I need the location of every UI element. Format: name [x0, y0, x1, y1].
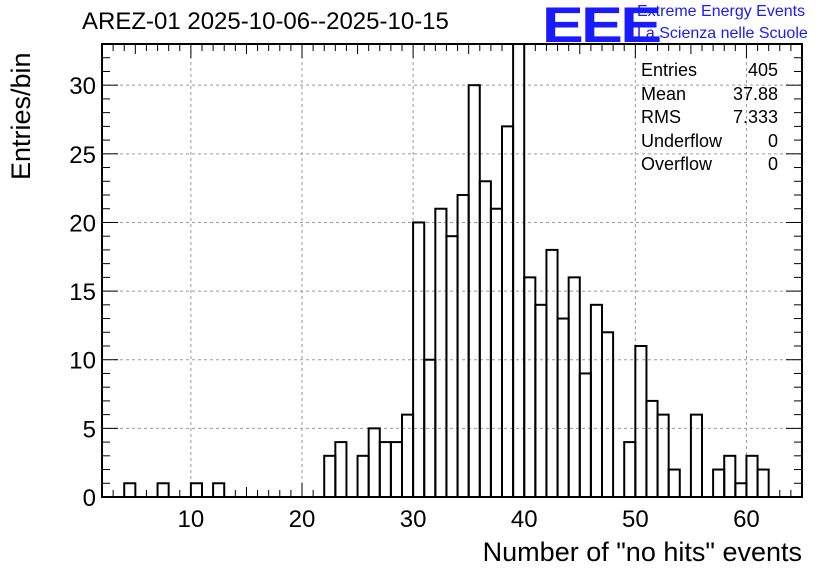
stats-value: 405 [747, 60, 778, 80]
histogram-bin [645, 399, 659, 498]
x-axis-label: Number of "no hits" events [482, 537, 802, 567]
stats-label: Overflow [641, 154, 713, 174]
stats-value: 0 [767, 130, 778, 151]
histogram-bin [378, 441, 392, 499]
axes [101, 43, 803, 498]
stats-row-overflow: Overflow 0 [641, 153, 778, 177]
x-tick-label: 10 [178, 506, 205, 533]
x-tick-label: 60 [733, 506, 760, 533]
y-tick-label: 0 [83, 485, 96, 512]
histogram-bin [634, 345, 648, 498]
histogram-bin [189, 482, 203, 499]
histogram-bin [589, 303, 604, 498]
histogram-bin [478, 180, 492, 498]
histogram-bin [356, 454, 370, 498]
stats-label: RMS [641, 107, 681, 127]
stats-row-mean: Mean 37.88 [641, 83, 778, 107]
histogram-bin [712, 468, 726, 498]
y-axis-label: Entries/bin [6, 52, 36, 180]
histogram-bin [745, 454, 759, 498]
histogram-bin [323, 454, 337, 498]
histogram-bin [534, 303, 548, 498]
stats-label: Mean [641, 83, 687, 104]
histogram-bin [434, 207, 448, 499]
histogram-bin [212, 482, 226, 499]
histogram-bin [689, 413, 704, 498]
stats-row-entries: Entries 405 [641, 59, 778, 83]
histogram-bin [723, 454, 737, 498]
stats-box: Entries 405 Mean 37.88 RMS 7.333 Underfl… [641, 59, 778, 177]
x-tick-label: 30 [400, 506, 427, 533]
y-tick-label: 5 [83, 416, 96, 443]
logo-line-2: La Scienza nelle Scuole [637, 25, 808, 42]
y-tick-label: 25 [69, 142, 96, 169]
plot-frame [101, 43, 803, 498]
histogram-bin [445, 235, 459, 498]
stats-label: Entries [641, 60, 698, 80]
x-tick-label: 20 [289, 506, 316, 533]
y-tick-label: 30 [69, 73, 96, 100]
histogram-bin [578, 372, 592, 499]
histogram-bin [123, 482, 137, 499]
histogram-bin [545, 248, 559, 498]
histogram-bin [567, 276, 581, 499]
eee-logo-mark: EEE [542, 0, 662, 53]
histogram-bin [512, 43, 526, 498]
histogram-bin [389, 441, 403, 499]
histogram-bin [623, 441, 637, 499]
x-tick-label: 40 [511, 506, 538, 533]
histogram-bin [501, 125, 515, 498]
histogram-bin [334, 441, 348, 499]
histogram-bin [367, 427, 381, 499]
tick-labels: 10 20 30 40 50 60 0 5 10 15 20 25 30 [69, 73, 759, 533]
y-tick-label: 10 [69, 348, 96, 375]
stats-label: Underflow [641, 130, 723, 151]
stats-value: 0 [767, 154, 778, 174]
stats-row-underflow: Underflow 0 [641, 130, 778, 154]
histogram-bin [556, 317, 570, 498]
histogram-bin [156, 482, 170, 499]
histogram-bin [601, 331, 615, 499]
y-tick-label: 15 [69, 279, 96, 306]
logo-line-1: Extreme Energy Events [637, 3, 806, 20]
histogram-bin [756, 468, 770, 498]
histogram-bin [456, 194, 470, 498]
y-tick-label: 20 [69, 210, 96, 237]
histogram-bin [656, 413, 670, 498]
histogram-bin [523, 276, 537, 499]
stats-row-rms: RMS 7.333 [641, 106, 778, 130]
x-tick-label: 50 [622, 506, 649, 533]
histogram-bin [734, 482, 748, 499]
histogram-bin [401, 413, 415, 498]
grid [102, 44, 802, 497]
histogram-bin [667, 468, 681, 498]
stats-value: 7.333 [732, 107, 778, 127]
stats-value: 37.88 [732, 83, 778, 104]
chart-title: AREZ-01 2025-10-06--2025-10-15 [82, 8, 449, 35]
histogram-bin [489, 207, 503, 499]
